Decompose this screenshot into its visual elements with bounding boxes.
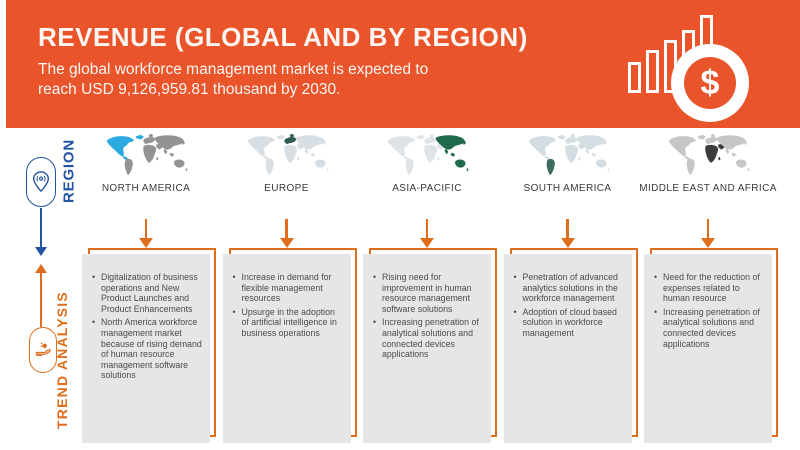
region-column-north-america: NORTH AMERICA • Digitalization of busine… xyxy=(82,133,216,443)
region-name: SOUTH AMERICA xyxy=(523,183,612,194)
trend-connector-line xyxy=(40,273,42,327)
down-arrow-icon xyxy=(560,219,575,248)
trend-box: • Penetration of advanced analytics solu… xyxy=(503,254,632,443)
region-name: NORTH AMERICA xyxy=(101,183,191,194)
trend-rail-label: TREND ANALYSIS xyxy=(54,291,70,429)
region-connector-line xyxy=(40,208,42,247)
bullet-icon: • xyxy=(232,272,236,282)
trend-box: • Increase in demand for flexible manage… xyxy=(222,254,351,443)
trend-text: Increase in demand for flexible manageme… xyxy=(241,272,332,304)
down-arrow-icon xyxy=(420,219,434,248)
region-columns: NORTH AMERICA • Digitalization of busine… xyxy=(82,133,778,443)
trend-box-wrap: • Digitalization of business operations … xyxy=(82,248,216,443)
bullet-icon: • xyxy=(513,272,517,282)
trend-item: • Upsurge in the adoption of artificial … xyxy=(233,307,345,339)
down-arrow-icon xyxy=(701,219,715,248)
trend-item: • Increasing penetration of analytical s… xyxy=(373,317,485,359)
trend-text: Upsurge in the adoption of artificial in… xyxy=(241,306,337,338)
header-banner: REVENUE (GLOBAL AND BY REGION) The globa… xyxy=(6,0,800,128)
region-name: EUROPE xyxy=(264,183,309,194)
dollar-symbol: $ xyxy=(700,64,720,102)
region-column-south-america: SOUTH AMERICA • Penetration of advanced … xyxy=(503,133,638,443)
trend-text: Adoption of cloud based solution in work… xyxy=(522,306,617,338)
hand-coin-icon xyxy=(35,342,51,356)
region-column-asia-pacific: ASIA-PACIFIC • Rising need for improveme… xyxy=(363,133,497,443)
subtitle-line-1: The global workforce management market i… xyxy=(38,61,429,78)
trend-box-wrap: • Penetration of advanced analytics solu… xyxy=(503,248,638,443)
bar-chart-bar xyxy=(628,62,641,93)
trend-text: Increasing penetration of analytical sol… xyxy=(663,306,760,349)
trend-box: • Digitalization of business operations … xyxy=(82,254,210,443)
trend-box-wrap: • Rising need for improvement in human r… xyxy=(363,248,497,443)
bullet-icon: • xyxy=(92,317,96,328)
world-map-north-america-icon xyxy=(103,133,189,180)
bullet-icon: • xyxy=(513,306,517,317)
down-arrow-icon xyxy=(139,219,153,248)
trend-item: • Increasing penetration of analytical s… xyxy=(654,307,766,349)
region-column-europe: EUROPE • Increase in demand for flexible… xyxy=(222,133,357,443)
trend-item: • Need for the reduction of expenses rel… xyxy=(654,272,766,304)
bullet-icon: • xyxy=(232,306,236,317)
location-pin-badge xyxy=(26,157,56,207)
page-title: REVENUE (GLOBAL AND BY REGION) xyxy=(38,22,528,52)
trend-item: • Increase in demand for flexible manage… xyxy=(233,272,345,304)
trend-box-wrap: • Increase in demand for flexible manage… xyxy=(222,248,357,443)
region-arrow-down-icon xyxy=(35,247,47,256)
trend-item: • North America workforce management mar… xyxy=(92,317,204,381)
trend-arrow-up-icon xyxy=(35,264,47,273)
trend-item: • Rising need for improvement in human r… xyxy=(373,272,485,314)
trend-box-wrap: • Need for the reduction of expenses rel… xyxy=(644,248,778,443)
trend-item: • Penetration of advanced analytics solu… xyxy=(514,272,626,304)
location-pin-icon xyxy=(32,171,50,193)
bullet-icon: • xyxy=(654,306,658,317)
trend-text: Penetration of advanced analytics soluti… xyxy=(522,272,618,304)
down-arrow-icon xyxy=(279,219,294,248)
page-subtitle: The global workforce management market i… xyxy=(38,60,428,100)
world-map-asia-pacific-icon xyxy=(384,133,470,180)
world-map-europe-icon xyxy=(244,133,330,180)
trend-text: Increasing penetration of analytical sol… xyxy=(382,317,479,360)
trend-item: • Adoption of cloud based solution in wo… xyxy=(514,307,626,339)
dollar-circle-icon: $ xyxy=(671,44,749,122)
trend-text: Rising need for improvement in human res… xyxy=(382,272,472,314)
region-column-middle-east-africa: MIDDLE EAST AND AFRICA • Need for the re… xyxy=(639,133,778,443)
bullet-icon: • xyxy=(373,317,377,328)
trend-analysis-badge xyxy=(29,327,57,373)
world-map-south-america-icon xyxy=(525,133,611,180)
region-name: ASIA-PACIFIC xyxy=(392,183,462,194)
trend-item: • Digitalization of business operations … xyxy=(92,272,204,314)
bullet-icon: • xyxy=(654,272,658,282)
trend-box: • Rising need for improvement in human r… xyxy=(363,254,491,443)
region-rail-label: REGION xyxy=(60,139,78,203)
region-name: MIDDLE EAST AND AFRICA xyxy=(639,183,777,194)
trend-text: Need for the reduction of expenses relat… xyxy=(663,272,760,304)
trend-text: Digitalization of business operations an… xyxy=(101,272,198,314)
world-map-middle-east-africa-icon xyxy=(665,133,751,180)
bullet-icon: • xyxy=(373,272,377,282)
bar-chart-bar xyxy=(646,50,659,93)
subtitle-line-2: reach USD 9,126,959.81 thousand by 2030. xyxy=(38,81,341,98)
dollar-inner-disc: $ xyxy=(684,57,736,109)
trend-box: • Need for the reduction of expenses rel… xyxy=(644,254,772,443)
bullet-icon: • xyxy=(92,272,96,282)
trend-text: North America workforce management marke… xyxy=(101,317,202,381)
